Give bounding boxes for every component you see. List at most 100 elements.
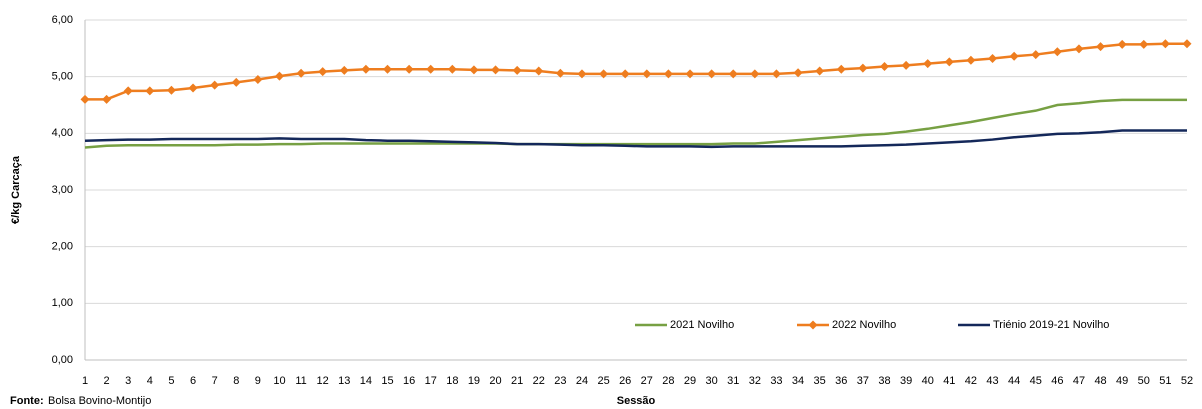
legend-label: 2022 Novilho [832,319,896,331]
x-tick-label: 9 [255,375,261,387]
x-tick-label: 38 [878,375,890,387]
series-marker [663,69,673,79]
y-tick-label: 5,00 [52,71,73,83]
series-marker [1117,39,1127,49]
series-marker [469,65,479,75]
x-tick-label: 37 [857,375,869,387]
legend-label: 2021 Novilho [670,319,734,331]
series-marker [1139,39,1149,49]
x-tick-label: 40 [922,375,934,387]
y-tick-label: 6,00 [52,14,73,26]
x-tick-label: 31 [727,375,739,387]
series-line [84,129,1187,149]
y-tick-label: 2,00 [52,241,73,253]
series-marker [145,86,155,96]
series-marker [253,75,263,84]
series-marker [620,69,630,79]
series-marker [1074,44,1084,54]
series-marker [80,94,90,104]
series-marker [102,94,112,104]
legend-marker [808,320,818,330]
x-tick-label: 6 [190,375,196,387]
x-tick-label: 20 [489,375,501,387]
x-tick-label: 14 [360,375,372,387]
series-marker [555,68,565,78]
y-axis-label: €/kg Carcaça [10,155,22,224]
series-marker [383,64,393,74]
x-tick-label: 51 [1159,375,1171,387]
x-tick-label: 7 [212,375,218,387]
series-marker [988,54,998,64]
x-tick-label: 19 [468,375,480,387]
series-marker [512,65,522,75]
x-tick-label: 30 [706,375,718,387]
x-tick-label: 42 [965,375,977,387]
x-tick-label: 1 [82,375,88,387]
series-marker [901,60,911,70]
x-tick-label: 10 [273,375,285,387]
series-marker [166,85,176,95]
x-tick-label: 12 [317,375,329,387]
series-marker [1009,51,1019,61]
series-marker [274,71,284,81]
series-marker [685,69,695,79]
series-marker [1160,39,1170,49]
source: Bolsa Bovino-Montijo [48,395,151,407]
x-tick-label: 33 [770,375,782,387]
x-tick-label: 35 [814,375,826,387]
x-tick-label: 29 [684,375,696,387]
series-marker [1031,50,1041,60]
series-marker [426,64,436,74]
x-tick-label: 23 [554,375,566,387]
x-tick-label: 34 [792,375,804,387]
series-line [84,98,1187,149]
x-tick-label: 49 [1116,375,1128,387]
x-tick-label: 16 [403,375,415,387]
x-tick-label: 17 [425,375,437,387]
y-tick-label: 0,00 [52,354,73,366]
x-tick-label: 22 [533,375,545,387]
x-tick-label: 46 [1051,375,1063,387]
x-tick-label: 2 [104,375,110,387]
series-marker [728,69,738,79]
x-tick-label: 15 [381,375,393,387]
x-tick-label: 50 [1138,375,1150,387]
series-marker [923,59,933,69]
series-marker [577,69,587,79]
x-tick-label: 45 [1030,375,1042,387]
series-marker [599,69,609,79]
series-marker [447,64,457,74]
series-marker [123,86,133,96]
series-marker [879,61,889,71]
x-tick-label: 8 [233,375,239,387]
series-marker [793,68,803,78]
series-marker [944,57,954,67]
x-tick-label: 52 [1181,375,1193,387]
y-tick-label: 1,00 [52,297,73,309]
x-tick-label: 25 [597,375,609,387]
series-marker [858,63,868,73]
x-tick-label: 4 [147,375,153,387]
legend-label: Triénio 2019-21 Novilho [993,319,1109,331]
x-tick-label: 21 [511,375,523,387]
x-tick-label: 24 [576,375,588,387]
x-tick-label: 39 [900,375,912,387]
x-tick-label: 28 [662,375,674,387]
x-tick-label: 48 [1094,375,1106,387]
series-marker [815,66,825,76]
series-marker [707,69,717,79]
series-marker [339,65,349,75]
series-marker [642,69,652,79]
series-marker [491,65,501,75]
x-tick-label: 11 [295,375,306,387]
series-marker [188,83,198,93]
series-marker [296,68,306,78]
x-tick-label: 13 [338,375,350,387]
x-axis-label: Sessão [617,395,656,407]
x-tick-label: 27 [641,375,653,387]
series-marker [771,69,781,79]
y-tick-label: 3,00 [52,184,73,196]
x-tick-label: 26 [619,375,631,387]
series-marker [318,67,328,77]
source-label: Fonte: [10,395,44,407]
